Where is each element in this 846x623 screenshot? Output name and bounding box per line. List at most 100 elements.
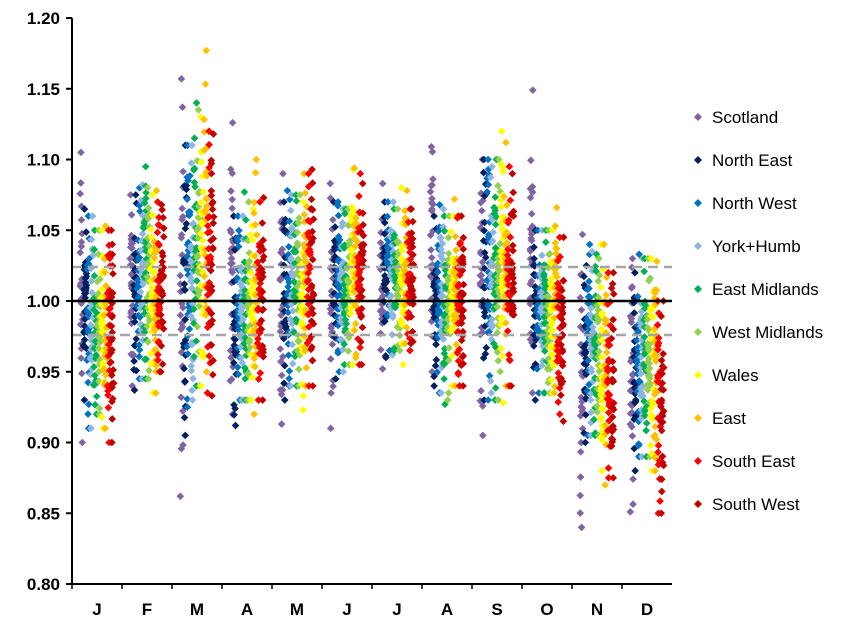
data-point [181,378,189,386]
data-point [208,392,216,400]
data-point [231,245,239,254]
data-point [651,422,659,431]
data-point [83,307,92,316]
data-point [451,382,460,390]
data-point [293,282,302,291]
data-point [393,291,402,300]
data-point [558,310,567,318]
data-point [347,309,355,318]
data-point [101,371,110,380]
data-point [230,334,238,343]
data-point [209,213,218,221]
data-point [403,330,412,338]
data-point [582,347,590,356]
data-point [285,374,293,383]
data-point [202,168,211,176]
data-point [333,313,342,322]
data-point [481,350,490,358]
data-point [557,391,565,399]
data-point [131,290,139,299]
data-point [80,205,89,213]
data-point [87,345,95,354]
data-point [609,365,618,373]
data-point [380,248,388,257]
data-point [308,343,316,351]
data-point [77,148,85,157]
data-point [400,266,409,274]
data-point [390,302,399,310]
data-point [481,253,490,262]
data-point [640,333,649,341]
data-point [155,213,163,222]
data-point [77,321,86,329]
data-point [587,304,595,313]
data-point [186,172,194,180]
data-point [190,266,199,275]
data-point [428,265,437,274]
y-tick-label: 0.95 [27,363,60,382]
data-point [434,278,443,286]
data-point [194,291,203,299]
data-point [157,266,166,274]
data-point [531,396,540,404]
data-point [558,330,567,339]
data-point [508,169,517,178]
data-point [130,365,138,374]
data-point [259,256,267,264]
data-point [627,314,636,323]
data-point [384,198,392,206]
data-point [586,396,595,404]
data-point [557,380,566,388]
data-point [242,344,250,353]
data-point [429,200,437,209]
data-point [207,309,215,317]
data-point [340,299,349,307]
data-point [136,287,145,296]
data-point [434,306,443,315]
data-point [458,266,467,275]
data-point [144,311,153,320]
data-point [409,260,418,269]
data-point [178,103,187,112]
data-point [501,254,510,263]
data-point [308,356,317,365]
data-point [559,303,567,311]
data-point [545,322,553,331]
data-point [534,226,542,235]
data-point [247,287,256,295]
data-point [153,276,162,285]
data-point [480,283,489,292]
data-point [642,419,651,428]
data-point [177,393,185,402]
data-point [185,325,194,333]
data-point [652,356,660,364]
data-point [152,389,160,397]
data-point [86,321,95,329]
data-point [129,352,137,360]
data-point [480,218,489,227]
data-point [188,340,196,349]
data-point [479,431,487,440]
data-point [198,249,207,258]
data-point [236,279,245,288]
data-point [490,339,498,348]
data-point [455,345,464,354]
data-point [258,269,267,277]
data-point [88,288,96,297]
data-point [194,202,203,210]
data-point [452,266,461,275]
data-point [559,417,568,426]
data-point [496,367,504,376]
legend-marker [694,156,702,164]
data-point [183,252,191,261]
data-point [447,267,455,276]
data-point [586,311,595,319]
data-point [229,320,238,329]
data-point [126,191,135,199]
data-point [491,206,499,215]
data-point [476,397,485,405]
data-point [234,293,242,302]
data-point [651,453,659,462]
data-point [491,193,500,201]
data-point [483,188,491,196]
